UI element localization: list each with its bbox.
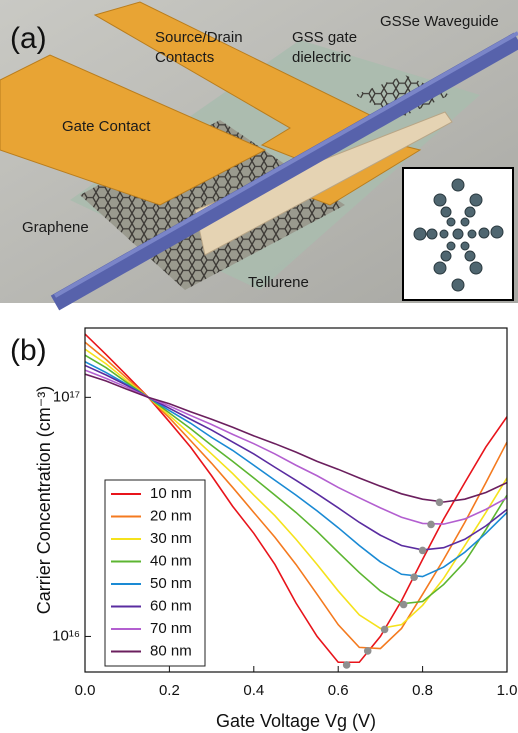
panel-label: (b) xyxy=(10,334,47,367)
x-tick-label: 0.4 xyxy=(243,682,264,699)
y-tick-label: 10¹⁶ xyxy=(52,627,80,644)
x-tick-label: 0.8 xyxy=(412,682,433,699)
annotation: Gate Contact xyxy=(62,118,151,135)
legend-label: 50 nm xyxy=(150,575,192,592)
x-tick-label: 1.0 xyxy=(497,682,518,699)
legend-label: 10 nm xyxy=(150,485,192,502)
minimum-point xyxy=(400,601,408,609)
minimum-point xyxy=(343,661,351,669)
annotation: Graphene xyxy=(22,219,89,236)
panel-a: (a) Source/Drain Contacts GSS gate diele… xyxy=(0,0,518,303)
annotation: GSS gate xyxy=(292,29,357,46)
minimum-point xyxy=(381,626,389,634)
legend-label: 80 nm xyxy=(150,642,192,659)
annotation: GSSe Waveguide xyxy=(380,13,499,30)
minimum-point xyxy=(410,573,418,581)
annotation: Tellurene xyxy=(248,274,309,291)
annotation: dielectric xyxy=(292,49,352,66)
x-tick-label: 0.6 xyxy=(328,682,349,699)
legend-label: 60 nm xyxy=(150,597,192,614)
x-axis-title: Gate Voltage Vg (V) xyxy=(216,711,376,731)
minimum-point xyxy=(427,521,435,529)
y-axis-title: Carrier Concentration (cm⁻³) xyxy=(34,386,54,615)
annotation: Contacts xyxy=(155,49,214,66)
minimum-point xyxy=(419,547,427,555)
panel-b: (b) Gate Voltage Vg (V) Carrier Concentr… xyxy=(10,328,517,731)
legend-label: 70 nm xyxy=(150,620,192,637)
annotation: Source/Drain xyxy=(155,29,243,46)
y-tick-label: 10¹⁷ xyxy=(53,388,80,405)
minimum-point xyxy=(364,647,372,655)
x-tick-label: 0.0 xyxy=(75,682,96,699)
legend-label: 30 nm xyxy=(150,530,192,547)
minimum-point xyxy=(436,498,444,506)
x-tick-label: 0.2 xyxy=(159,682,180,699)
figure: (a) Source/Drain Contacts GSS gate diele… xyxy=(0,0,518,733)
legend-label: 40 nm xyxy=(150,552,192,569)
legend-label: 20 nm xyxy=(150,507,192,524)
panel-label: (a) xyxy=(10,22,47,55)
